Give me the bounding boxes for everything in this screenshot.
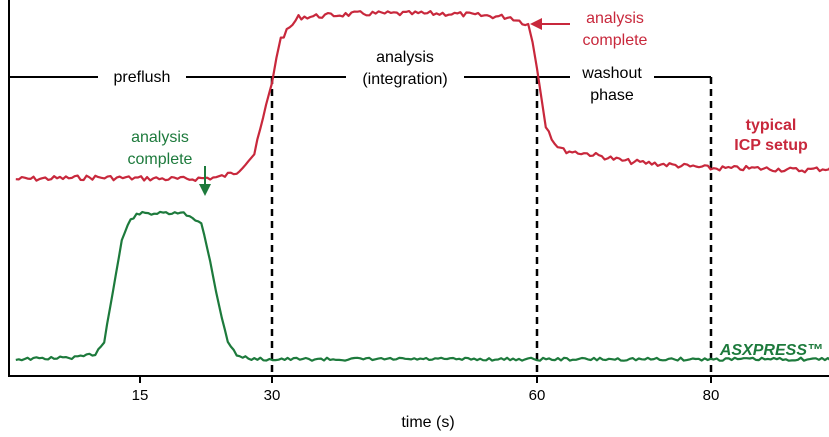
annotation-red-arrow-head xyxy=(530,18,542,30)
annotation-green-line2: complete xyxy=(128,151,193,168)
phase-label-preflush: preflush xyxy=(114,69,171,86)
annotation-green-line1: analysis xyxy=(131,129,189,146)
annotation-red-line2: complete xyxy=(583,32,648,49)
phase-label-analysis-line1: analysis xyxy=(376,49,434,66)
x-ticks: 15 30 60 80 xyxy=(132,376,720,404)
x-tick-label-30: 30 xyxy=(264,387,281,404)
annotation-red-line1: analysis xyxy=(586,10,644,27)
phase-label-washout-line2: phase xyxy=(590,87,634,104)
series-typical-icp-setup xyxy=(15,10,829,182)
series-label-asxpress: ASXPRESS™ xyxy=(719,342,823,359)
x-tick-label-15: 15 xyxy=(132,387,149,404)
annotation-green-arrow-head xyxy=(199,184,211,196)
x-tick-label-60: 60 xyxy=(529,387,546,404)
phase-label-washout-line1: washout xyxy=(581,65,642,82)
phase-bars: preflush analysis (integration) washout … xyxy=(9,49,711,104)
series-label-typical-line2: ICP setup xyxy=(734,137,808,154)
series-asxpress xyxy=(15,210,829,362)
x-axis-title: time (s) xyxy=(401,414,454,431)
phase-label-analysis-line2: (integration) xyxy=(362,71,447,88)
series-label-typical-line1: typical xyxy=(746,117,797,134)
x-tick-label-80: 80 xyxy=(703,387,720,404)
